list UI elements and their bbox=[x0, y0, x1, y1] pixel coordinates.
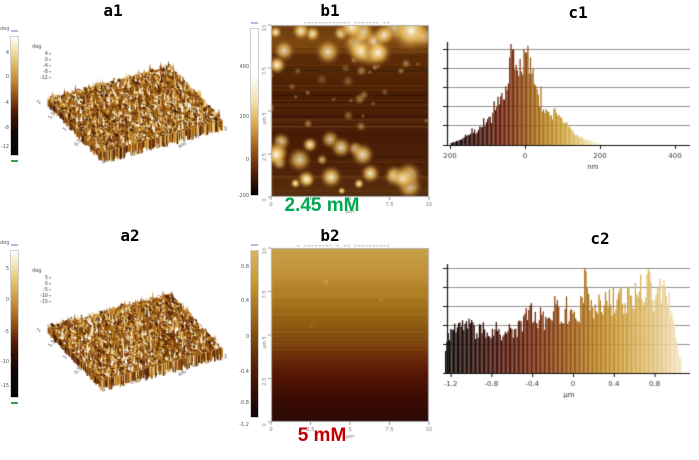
colorbar-tick-label: -12 bbox=[0, 143, 9, 150]
colorbar-saturation-mark bbox=[11, 30, 18, 32]
colorbar-a2: deg 5 0 -5 -10 -15 bbox=[0, 240, 19, 404]
colorbar-gradient bbox=[10, 250, 19, 398]
colorbar-bottom-mark bbox=[11, 160, 18, 162]
colorbar-tick-label: 0 bbox=[245, 157, 249, 164]
colorbar-tick-label: -200 bbox=[237, 193, 249, 200]
colorbar-saturation-mark bbox=[251, 22, 258, 24]
colorbar-tick-label: 0 bbox=[245, 334, 249, 341]
colorbar-tick-label: -8 bbox=[4, 125, 9, 132]
colorbar-tick-label: -10 bbox=[0, 359, 9, 365]
colorbar-tick-label: 0.4 bbox=[241, 298, 249, 305]
afm-3d-surface-a1 bbox=[26, 38, 242, 170]
colorbar-tick-label: -15 bbox=[0, 383, 9, 390]
colorbar-tick-label: 200 bbox=[239, 114, 249, 121]
panel-label-a2: a2 bbox=[120, 226, 140, 245]
colorbar-b2: 0.8 0.4 0 -0.4 -0.8 -1.2 bbox=[239, 244, 259, 428]
panel-label-a1: a1 bbox=[103, 1, 123, 20]
histogram-c2 bbox=[437, 258, 699, 406]
colorbar-tick-label: -4 bbox=[4, 100, 9, 107]
colorbar-gradient bbox=[10, 36, 19, 156]
colorbar-unit-label: deg bbox=[0, 26, 10, 32]
colorbar-tick-label: 0.8 bbox=[241, 263, 249, 270]
colorbar-unit-label: deg bbox=[0, 240, 10, 246]
colorbar-tick-label: -1.2 bbox=[239, 422, 249, 429]
caption-b2-concentration: 5 mM bbox=[297, 425, 347, 446]
histogram-c1 bbox=[437, 36, 699, 184]
colorbar-gradient bbox=[250, 28, 259, 196]
colorbar-tick-label: 0 bbox=[5, 74, 9, 81]
afm-2d-image-b2 bbox=[259, 245, 433, 440]
panel-label-b2: b2 bbox=[320, 226, 340, 245]
colorbar-saturation-mark bbox=[11, 244, 18, 246]
colorbar-tick-label: -0.4 bbox=[239, 368, 249, 375]
colorbar-tick-label: 5 bbox=[5, 266, 9, 273]
colorbar-tick-label: 0 bbox=[5, 296, 9, 303]
colorbar-a1: deg 4 0 -4 -8 -12 bbox=[0, 26, 19, 162]
panel-label-c2: c2 bbox=[590, 229, 610, 248]
colorbar-gradient bbox=[250, 250, 259, 418]
colorbar-tick-label: 4 bbox=[5, 49, 9, 56]
colorbar-tick-label: -5 bbox=[4, 328, 9, 335]
panel-label-c1: c1 bbox=[568, 3, 588, 22]
panel-label-b1: b1 bbox=[320, 1, 340, 20]
colorbar-b1: 400 200 0 -200 bbox=[238, 22, 259, 199]
colorbar-saturation-mark bbox=[251, 244, 258, 246]
caption-b1-concentration: 2.45 mM bbox=[284, 195, 360, 216]
colorbar-tick-label: 400 bbox=[239, 64, 249, 71]
colorbar-tick-label: -0.8 bbox=[239, 399, 249, 406]
afm-2d-image-b1 bbox=[259, 22, 433, 215]
afm-3d-surface-a2 bbox=[26, 262, 242, 398]
colorbar-bottom-mark bbox=[11, 402, 18, 404]
